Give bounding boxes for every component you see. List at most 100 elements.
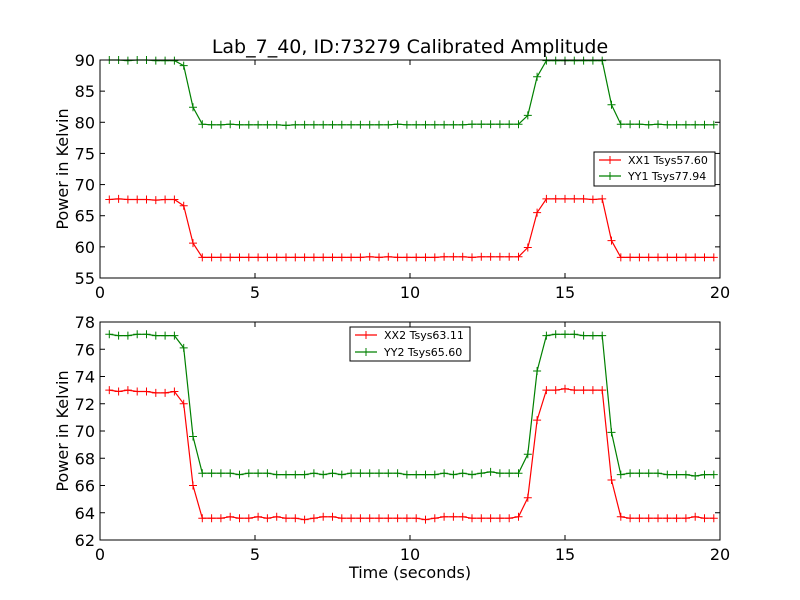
top-series-yy1-point <box>495 120 504 129</box>
bottom-series-xx2-point <box>477 514 486 523</box>
top-series-xx1-point <box>700 253 709 262</box>
bottom-series-yy2-point <box>514 469 523 478</box>
top-series-xx1-point <box>709 253 718 262</box>
top-series-xx1-point <box>142 195 151 204</box>
bottom-series-xx2-point <box>216 514 225 523</box>
top-series-xx1-point <box>561 194 569 203</box>
top-series-yy1-point <box>412 120 421 129</box>
bottom-series-yy2-point <box>226 469 235 478</box>
bottom-legend-item-xx2: XX2 Tsys63.11 <box>355 329 464 342</box>
top-y-tick-label: 65 <box>75 207 95 226</box>
top-series-yy1-point <box>365 120 374 129</box>
top-series-xx1-point <box>598 194 607 203</box>
bottom-series-xx2-point <box>300 515 309 524</box>
bottom-series-xx2-point <box>291 514 300 523</box>
top-series-xx1-point <box>300 253 309 262</box>
top-y-axis-label: Power in Kelvin <box>53 108 72 229</box>
top-series-yy1-point <box>514 120 523 129</box>
top-y-tick-label: 75 <box>75 144 95 163</box>
bottom-series-xx2-point <box>681 514 690 523</box>
top-x-tick-label: 15 <box>555 283 575 302</box>
bottom-series-yy2-point <box>254 469 263 478</box>
top-series-yy1-point <box>319 120 328 129</box>
top-series-xx1-point <box>207 253 216 262</box>
bottom-legend-label-xx2: XX2 Tsys63.11 <box>384 329 464 342</box>
top-series-xx1-point <box>114 194 123 203</box>
top-series-yy1-point <box>449 120 458 129</box>
top-series-yy1-point <box>309 120 318 129</box>
bottom-series-xx2-point <box>523 493 532 502</box>
bottom-series-yy2-point <box>189 432 197 441</box>
top-series-yy1-point <box>226 120 235 129</box>
bottom-series-yy2-point <box>133 330 142 339</box>
bottom-series-xx2-point <box>654 514 662 523</box>
top-series-yy1-point <box>402 120 411 129</box>
top-series-yy1-point <box>430 120 439 129</box>
bottom-series-xx2-point <box>635 514 644 523</box>
bottom-series-yy2-point <box>663 470 672 479</box>
x-axis-label: Time (seconds) <box>348 563 471 582</box>
top-series-yy1-point <box>644 120 653 129</box>
bottom-series-xx2-point <box>700 514 709 523</box>
top-series-yy1-point <box>421 120 430 129</box>
top-series-xx1-point <box>291 253 300 262</box>
bottom-series-yy2-point <box>328 469 337 478</box>
top-series-yy1-point <box>272 120 281 129</box>
top-series-xx1-point <box>198 253 207 262</box>
bottom-x-tick-label: 15 <box>555 545 575 564</box>
bottom-series-yy2-point <box>654 469 662 478</box>
bottom-series-yy2-point <box>291 470 300 479</box>
top-series-xx1-point <box>691 253 700 262</box>
top-series-yy1-point <box>216 120 225 129</box>
bottom-series-xx2-point <box>123 386 132 395</box>
bottom-series-xx2-point <box>161 388 170 397</box>
top-series-xx1-point <box>133 195 142 204</box>
bottom-panel: 0 5 10 15 20 62 64 66 68 70 72 74 76 78 Power in Kelv… <box>53 313 730 582</box>
top-series-yy1-point <box>523 111 532 120</box>
bottom-series-xx2-point <box>598 386 607 395</box>
bottom-series-yy2-point <box>384 469 393 478</box>
bottom-series-yy2-point <box>523 450 532 459</box>
top-series-yy1-point <box>570 56 579 65</box>
bottom-series-yy2-point <box>282 470 290 479</box>
top-series-xx1-point <box>384 252 393 261</box>
bottom-series-xx2-point <box>551 386 560 395</box>
top-series-xx1-point <box>179 201 188 210</box>
bottom-series-yy2-point <box>161 331 170 340</box>
bottom-legend: XX2 Tsys63.11 YY2 Tsys65.60 <box>349 326 471 362</box>
bottom-y-tick-label: 62 <box>75 531 95 550</box>
top-legend-label-yy1: YY1 Tsys77.94 <box>627 170 706 183</box>
top-series-xx1-point <box>263 253 272 262</box>
top-series-xx1-point <box>151 196 160 205</box>
bottom-series-xx2-point <box>309 514 318 523</box>
top-series-xx1-point <box>235 253 244 262</box>
bottom-series-yy2-point <box>216 469 225 478</box>
top-series-xx1-point <box>626 253 635 262</box>
bottom-series-yy2-point <box>151 331 160 340</box>
bottom-ticks-group: 0 5 10 15 20 62 64 66 68 70 72 74 76 78 <box>75 313 731 564</box>
bottom-series-xx2-point <box>514 512 523 521</box>
bottom-y-tick-label: 76 <box>75 340 95 359</box>
top-series-yy1-point <box>189 103 197 112</box>
bottom-series-yy2-point <box>672 470 681 479</box>
bottom-series-yy2-point <box>477 469 486 478</box>
top-series-xx1-point <box>616 253 625 262</box>
top-series-xx1-point <box>244 253 253 262</box>
chart-title: Lab_7_40, ID:73279 Calibrated Amplitude <box>212 36 608 58</box>
top-series-xx1-point <box>495 252 504 261</box>
top-legend-label-xx1: XX1 Tsys57.60 <box>628 154 708 167</box>
bottom-series-xx2-point <box>319 512 328 521</box>
bottom-series-yy2-point <box>635 469 644 478</box>
bottom-series-xx2-point <box>393 514 402 523</box>
bottom-series-xx2-point <box>402 514 411 523</box>
top-legend-item-xx1: XX1 Tsys57.60 <box>599 154 708 167</box>
bottom-series-yy2-point <box>579 331 588 340</box>
top-series-yy1-point <box>161 56 170 65</box>
bottom-series-xx2-point <box>505 514 514 523</box>
top-series-yy1-point <box>179 61 188 70</box>
top-series-xx1-point <box>514 252 523 261</box>
top-series-yy1-point <box>635 120 644 129</box>
top-series-yy1-point <box>347 120 356 129</box>
bottom-series-yy2-point <box>142 330 151 339</box>
